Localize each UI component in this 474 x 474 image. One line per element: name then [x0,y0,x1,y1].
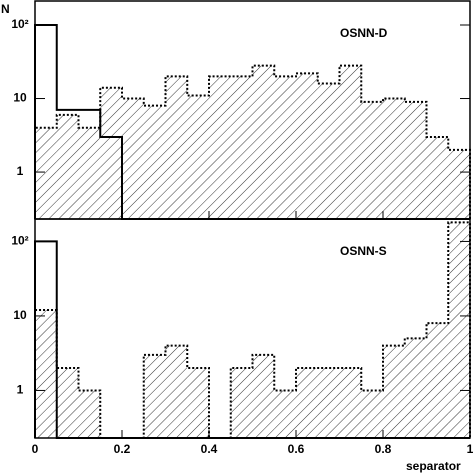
x-tick-label: 0 [32,442,39,456]
y-tick-label: 1 [17,164,24,178]
bar [296,368,318,438]
plot-frame [34,218,471,439]
bar [317,368,340,438]
bar [35,310,57,438]
bar [339,65,362,219]
x-axis-label: separator [406,459,461,473]
bar [122,98,144,219]
bar [274,390,296,438]
panel: 1 10 10² OSNN-D N [1,0,471,220]
bar [252,65,275,219]
annotation: OSNN-S [340,244,387,258]
bar [56,368,79,438]
x-tick-label: 0.4 [201,442,218,456]
bar [100,87,122,219]
bar [165,76,188,219]
bar [317,83,340,220]
bar [383,98,405,219]
bar [187,95,209,219]
y-tick-label: 1 [17,383,24,397]
x-tick-label: 1 [467,442,474,456]
bar [143,105,166,219]
bar [252,354,275,438]
histogram-outline [34,221,471,439]
y-tick-label: 10² [11,234,28,248]
y-tick-label: 10² [11,17,28,31]
annotation: OSNN-D [340,26,388,40]
y-tick-label: 10 [13,308,27,322]
y-axis-label: N [1,2,10,16]
bar [35,127,57,219]
bar [274,76,296,219]
panel: 1 10 10² 0 0.2 0.4 0.6 0.8 1 OSNN-S separator [11,218,474,473]
y-tick-label: 10 [13,91,27,105]
bar [361,390,383,438]
x-tick-label: 0.8 [375,442,392,456]
bar [426,323,449,438]
x-tick-label: 0.6 [288,442,305,456]
bar [339,368,362,438]
bar [230,76,253,219]
bar [448,222,470,438]
bar [448,149,470,219]
bar [165,345,188,438]
bar [187,368,209,438]
bar [383,345,405,438]
bar [404,101,427,219]
bar [426,136,449,219]
bar [78,127,101,219]
bar [56,114,79,219]
bar [143,354,166,438]
bar [230,368,253,438]
bar [209,76,231,219]
bar [296,73,318,219]
bar [404,338,427,438]
bar [361,101,383,219]
x-tick-label: 0.2 [114,442,131,456]
bar [78,390,101,438]
histogram-outline [34,64,471,219]
